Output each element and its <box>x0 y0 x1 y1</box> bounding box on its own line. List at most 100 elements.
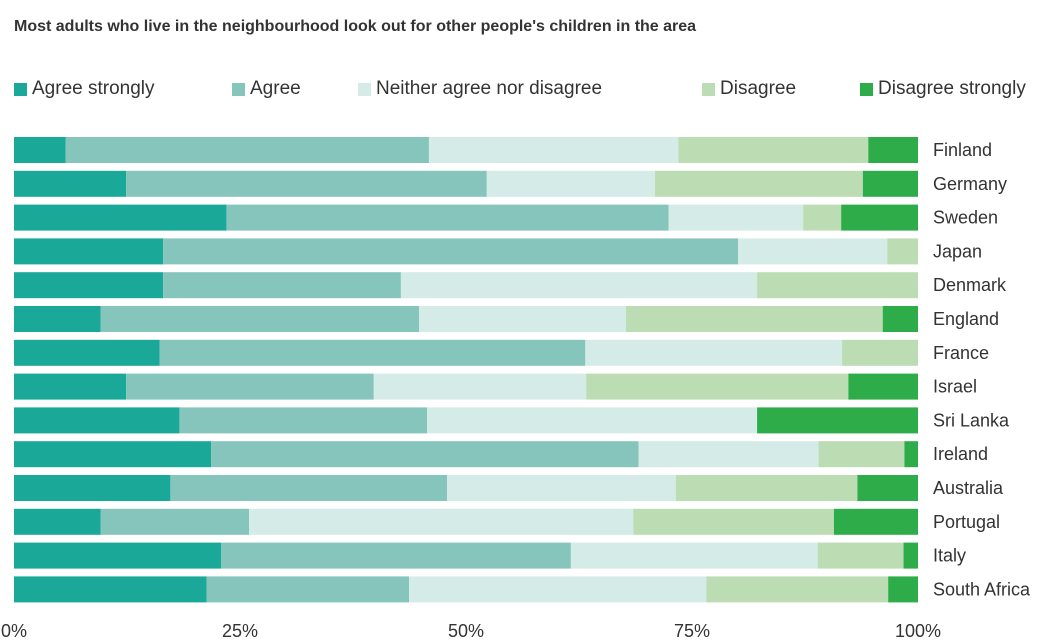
bar-segment-neither <box>585 339 843 366</box>
bar-segment-disagree-strongly <box>904 441 918 468</box>
category-label: South Africa <box>933 579 1031 599</box>
legend-item-agree-strongly: Agree strongly <box>14 78 155 100</box>
bar-segment-neither <box>638 441 819 468</box>
bar-segment-disagree-strongly <box>833 508 918 535</box>
x-tick-label: 100% <box>895 621 941 641</box>
x-tick-label: 50% <box>448 621 484 641</box>
bar-segment-neither <box>427 407 758 434</box>
bar-segment-agree <box>179 407 428 434</box>
bar-segment-agree-strongly <box>14 373 127 400</box>
legend-item-disagree-strongly: Disagree strongly <box>860 78 1026 100</box>
bar-segment-disagree <box>842 339 918 366</box>
category-label: Australia <box>933 478 1004 498</box>
bar-segment-agree-strongly <box>14 137 66 163</box>
category-label: Ireland <box>933 444 988 464</box>
legend-swatch-disagree <box>702 82 715 96</box>
bar-segment-agree <box>211 441 639 468</box>
bar-segment-agree <box>159 339 586 366</box>
bar-segment-agree-strongly <box>14 306 101 332</box>
bar-segment-agree-strongly <box>14 272 164 299</box>
legend-label: Neither agree nor disagree <box>376 78 603 99</box>
bar-segment-disagree <box>817 542 904 569</box>
bar-segment-agree <box>65 137 429 163</box>
bar-segment-agree-strongly <box>14 542 222 569</box>
bar-segment-neither <box>418 306 627 332</box>
bar-segment-disagree-strongly <box>903 542 918 569</box>
legend-item-neither: Neither agree nor disagree <box>358 78 602 100</box>
legend-label: Agree strongly <box>32 78 155 99</box>
bar-segment-agree-strongly <box>14 170 127 197</box>
category-label: Finland <box>933 140 992 160</box>
bar-segment-neither <box>668 204 804 231</box>
legend-swatch-agree <box>232 82 245 96</box>
category-label: Italy <box>933 546 966 566</box>
legend-swatch-disagree-strongly <box>860 82 873 96</box>
category-label: Sri Lanka <box>933 410 1010 430</box>
bar-segment-disagree <box>626 306 883 332</box>
bar-segment-neither <box>400 272 758 299</box>
chart-title: Most adults who live in the neighbourhoo… <box>14 18 697 35</box>
bar-segment-disagree <box>887 238 918 265</box>
bar-segment-disagree-strongly <box>862 170 918 197</box>
x-tick-label: 0% <box>1 621 27 641</box>
legend: Agree strongly Agree Neither agree nor d… <box>0 0 1041 120</box>
bar-segment-agree <box>170 475 448 501</box>
legend-swatch-agree-strongly <box>14 82 27 96</box>
category-label: Portugal <box>933 512 1000 532</box>
bar-segment-disagree <box>818 441 905 468</box>
bar-segment-agree <box>206 576 410 603</box>
bar-segment-agree-strongly <box>14 339 160 366</box>
bar-segment-agree <box>163 238 739 265</box>
bar-segment-agree <box>226 204 669 231</box>
legend-item-agree: Agree <box>232 78 301 100</box>
bar-segment-agree-strongly <box>14 508 101 535</box>
bar-segment-agree <box>163 272 401 299</box>
category-label: Israel <box>933 377 977 397</box>
legend-label: Disagree strongly <box>878 78 1026 99</box>
category-label: Germany <box>933 174 1007 194</box>
bar-segment-disagree <box>654 170 863 197</box>
bar-segment-disagree <box>675 475 858 501</box>
bar-segment-agree-strongly <box>14 204 227 231</box>
bar-segment-neither <box>486 170 655 197</box>
bar-segment-agree-strongly <box>14 238 164 265</box>
bar-segment-disagree-strongly <box>882 306 918 332</box>
bar-segment-neither <box>447 475 676 501</box>
category-label: Japan <box>933 241 982 261</box>
bar-segment-agree <box>126 170 487 197</box>
bar-segment-disagree <box>678 137 869 163</box>
bar-segment-disagree <box>586 373 849 400</box>
bar-segment-neither <box>570 542 818 569</box>
bar-segment-neither <box>409 576 707 603</box>
bar-segment-agree-strongly <box>14 441 212 468</box>
bar-segment-disagree-strongly <box>888 576 918 603</box>
legend-item-disagree: Disagree <box>702 78 796 100</box>
bar-segment-agree <box>126 373 374 400</box>
bar-segment-agree-strongly <box>14 407 180 434</box>
bar-segment-disagree <box>706 576 889 603</box>
category-label: England <box>933 309 999 329</box>
bar-segment-neither <box>373 373 587 400</box>
x-tick-label: 75% <box>674 621 710 641</box>
bar-segment-agree <box>100 508 250 535</box>
bar-segment-disagree-strongly <box>868 137 918 163</box>
legend-label: Agree <box>250 78 301 99</box>
bar-segment-disagree-strongly <box>857 475 918 501</box>
bar-segment-disagree-strongly <box>848 373 918 400</box>
bar-segment-disagree-strongly <box>757 407 918 434</box>
category-label: France <box>933 343 989 363</box>
bar-segment-neither <box>738 238 888 265</box>
bar-segment-agree <box>100 306 419 332</box>
bar-segment-disagree <box>633 508 834 535</box>
legend-label: Disagree <box>720 78 797 99</box>
x-tick-label: 25% <box>222 621 258 641</box>
bar-segment-neither <box>249 508 634 535</box>
category-label: Sweden <box>933 208 998 228</box>
bar-segment-agree-strongly <box>14 475 171 501</box>
bar-segment-neither <box>428 137 679 163</box>
bar-segment-disagree <box>803 204 842 231</box>
bar-segment-agree-strongly <box>14 576 207 603</box>
bar-segment-agree <box>221 542 571 569</box>
bar-segment-disagree-strongly <box>841 204 918 231</box>
